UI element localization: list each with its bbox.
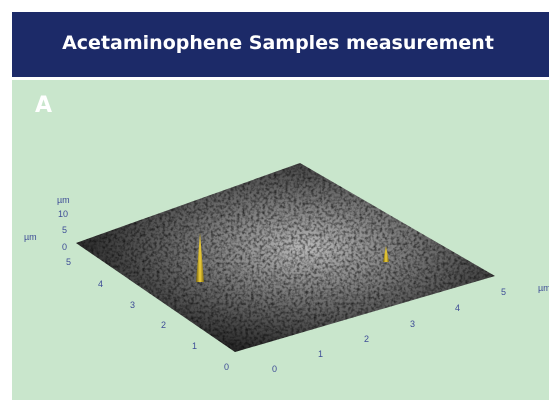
panel-label: A (35, 93, 52, 118)
x-tick: 2 (364, 334, 369, 344)
y-tick: 1 (192, 341, 197, 351)
x-unit: µm (538, 283, 549, 293)
x-tick: 3 (410, 319, 415, 329)
y-unit: µm (24, 232, 37, 242)
y-tick: 2 (161, 320, 166, 330)
y-tick: 5 (66, 257, 71, 267)
y-tick: 0 (224, 362, 229, 372)
slide-title: Acetaminophene Samples measurement (62, 32, 494, 54)
y-tick: 4 (98, 279, 103, 289)
z-tick: 5 (62, 225, 67, 235)
x-tick: 1 (318, 349, 323, 359)
z-tick: 0 (62, 242, 67, 252)
x-tick: 4 (455, 303, 460, 313)
y-tick: 3 (130, 300, 135, 310)
x-tick: 5 (501, 287, 506, 297)
z-tick: 10 (58, 209, 68, 219)
header-band (12, 12, 549, 77)
z-unit: µm (57, 195, 70, 205)
x-tick: 0 (272, 364, 277, 374)
